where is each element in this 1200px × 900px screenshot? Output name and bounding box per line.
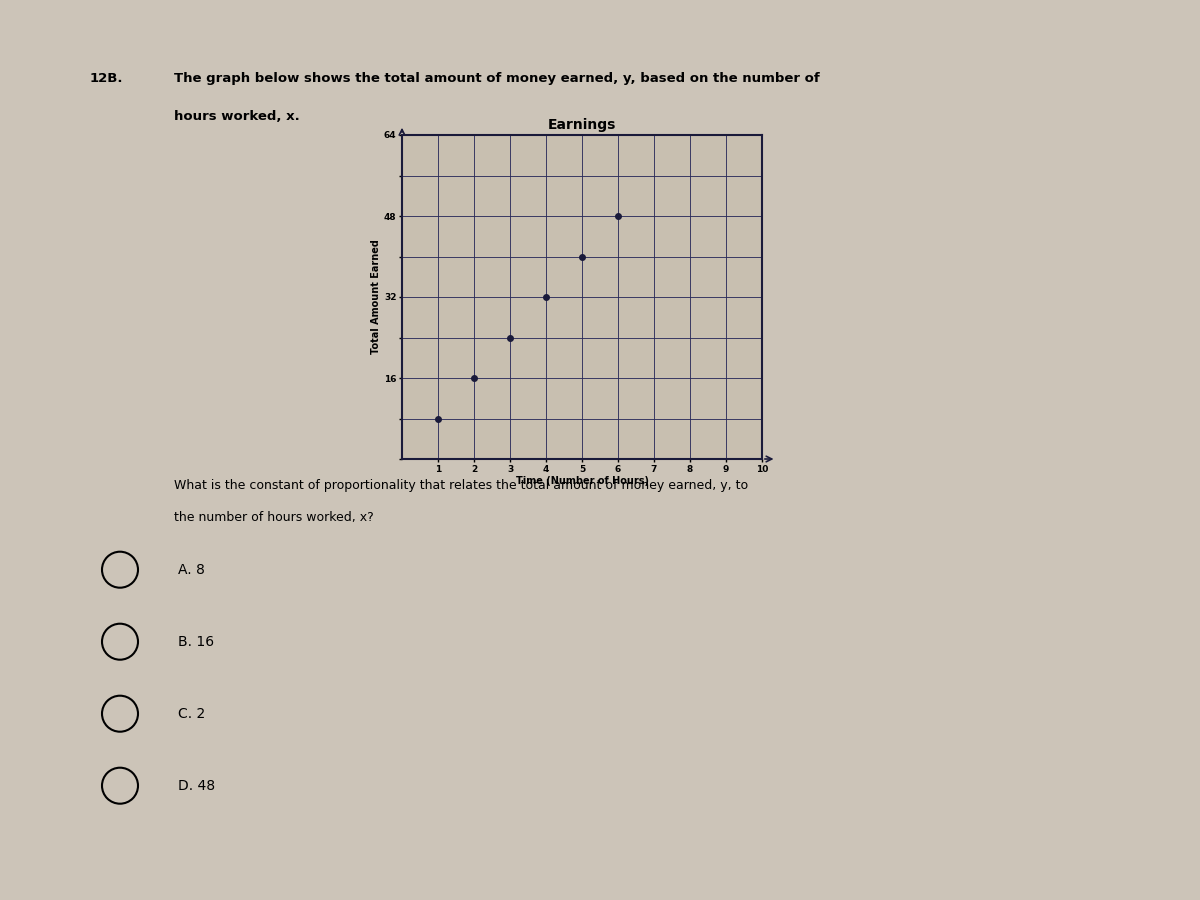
Text: hours worked, x.: hours worked, x.	[174, 110, 300, 122]
Text: A. 8: A. 8	[178, 562, 204, 577]
Title: Earnings: Earnings	[548, 119, 616, 132]
Text: 12B.: 12B.	[90, 72, 124, 85]
Text: C. 2: C. 2	[178, 706, 205, 721]
Text: The graph below shows the total amount of money earned, y, based on the number o: The graph below shows the total amount o…	[174, 72, 820, 85]
Text: B. 16: B. 16	[178, 634, 214, 649]
X-axis label: Time (Number of Hours): Time (Number of Hours)	[516, 476, 648, 486]
Text: D. 48: D. 48	[178, 778, 215, 793]
Y-axis label: Total Amount Earned: Total Amount Earned	[371, 239, 382, 355]
Text: What is the constant of proportionality that relates the total amount of money e: What is the constant of proportionality …	[174, 479, 748, 491]
Text: the number of hours worked, x?: the number of hours worked, x?	[174, 511, 373, 524]
